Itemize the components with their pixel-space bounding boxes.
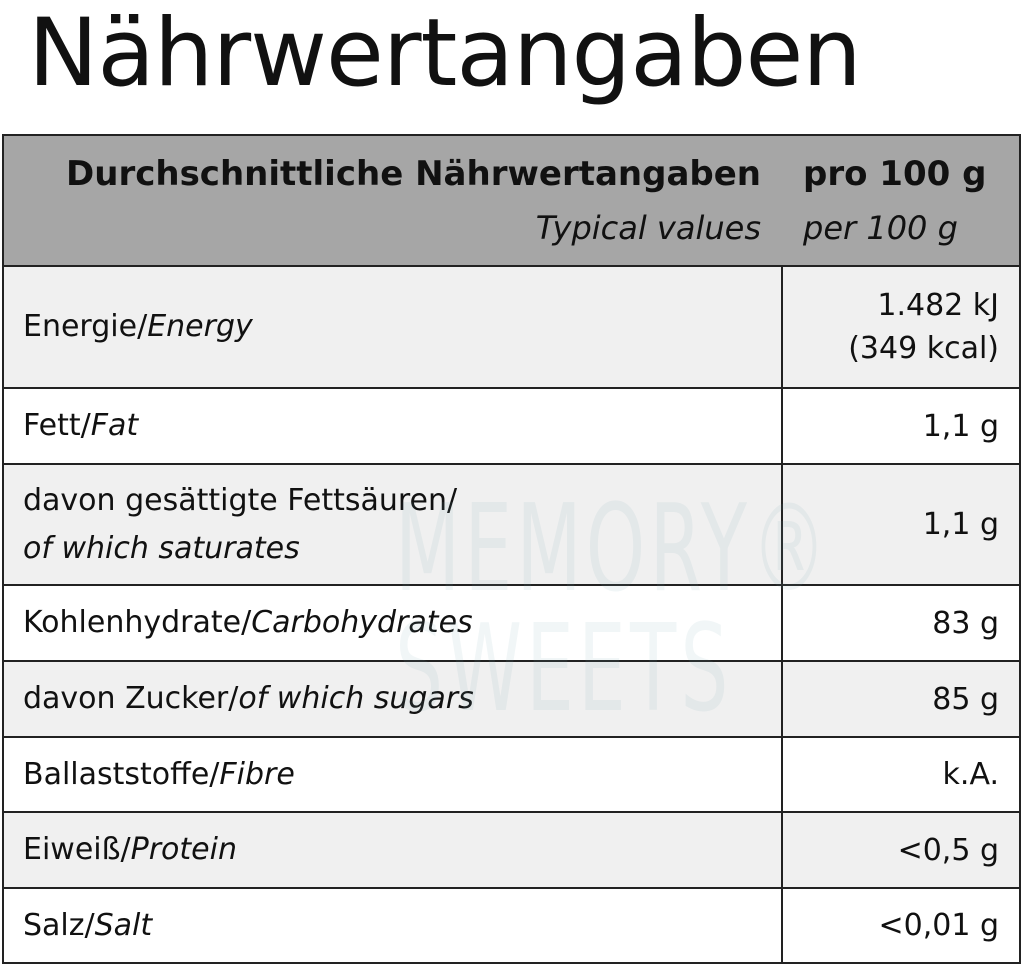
label-en: Salt xyxy=(94,907,153,943)
row-label: Salz/Salt xyxy=(4,889,783,962)
label-de: davon gesättigte Fettsäuren/ xyxy=(23,482,458,518)
row-value: 85 g xyxy=(783,662,1019,736)
label-en: Energy xyxy=(147,309,253,344)
row-label: davon Zucker/of which sugars xyxy=(4,662,783,736)
label-de: Fett/ xyxy=(23,408,91,443)
label-en: Carbohydrates xyxy=(251,605,473,640)
value: 1,1 g xyxy=(922,507,999,542)
value: k.A. xyxy=(942,757,999,792)
header-col1-de: Durchschnittliche Nährwertangaben xyxy=(66,154,761,194)
label-de: Kohlenhydrate/ xyxy=(23,605,252,640)
row-value: 1,1 g xyxy=(783,389,1019,463)
label-de: Ballaststoffe/ xyxy=(23,756,220,792)
value: 85 g xyxy=(932,681,999,717)
label-en: Fat xyxy=(90,408,139,443)
row-label: davon gesättigte Fettsäuren/of which sat… xyxy=(4,465,783,584)
row-value: 83 g xyxy=(783,586,1019,660)
value: 1,1 g xyxy=(922,408,999,444)
header-col2-de: pro 100 g xyxy=(803,154,987,194)
label-en: of which saturates xyxy=(23,530,300,566)
label-de: Salz/ xyxy=(23,907,95,943)
row-value: 1,1 g xyxy=(783,465,1019,584)
row-label: Fett/Fat xyxy=(4,389,783,463)
value: <0,01 g xyxy=(878,908,999,943)
value-kj: 1.482 kJ xyxy=(877,288,999,323)
table-row-energy: Energie/Energy 1.482 kJ (349 kcal) xyxy=(4,267,1019,389)
table-row-saturates: davon gesättigte Fettsäuren/of which sat… xyxy=(4,465,1019,586)
row-label: Ballaststoffe/Fibre xyxy=(4,738,783,811)
row-value: k.A. xyxy=(783,738,1019,811)
label-en: of which sugars xyxy=(238,681,474,716)
row-label: Eiweiß/Protein xyxy=(4,813,783,887)
label-de: Eiweiß/ xyxy=(23,832,131,867)
table-header: Durchschnittliche Nährwertangaben Typica… xyxy=(4,136,1019,267)
header-col1-en: Typical values xyxy=(535,209,761,247)
row-value: 1.482 kJ (349 kcal) xyxy=(783,267,1019,387)
label-de: Energie/ xyxy=(23,309,148,344)
table-row-fat: Fett/Fat 1,1 g xyxy=(4,389,1019,465)
label-de: davon Zucker/ xyxy=(23,681,239,716)
nutrition-table: Durchschnittliche Nährwertangaben Typica… xyxy=(2,134,1021,964)
row-label: Kohlenhydrate/Carbohydrates xyxy=(4,586,783,660)
header-col2-en: per 100 g xyxy=(803,209,958,247)
value: 83 g xyxy=(932,605,999,641)
page-title: Nährwertangaben xyxy=(28,0,862,108)
table-row-fibre: Ballaststoffe/Fibre k.A. xyxy=(4,738,1019,813)
table-row-sugars: davon Zucker/of which sugars 85 g xyxy=(4,662,1019,738)
value: <0,5 g xyxy=(897,832,999,868)
label-en: Protein xyxy=(130,832,237,867)
value-kcal: (349 kcal) xyxy=(848,331,999,366)
row-label: Energie/Energy xyxy=(4,267,783,387)
label-en: Fibre xyxy=(219,756,295,792)
row-value: <0,5 g xyxy=(783,813,1019,887)
table-row-carbohydrates: Kohlenhydrate/Carbohydrates 83 g xyxy=(4,586,1019,662)
table-row-protein: Eiweiß/Protein <0,5 g xyxy=(4,813,1019,889)
row-value: <0,01 g xyxy=(783,889,1019,962)
table-row-salt: Salz/Salt <0,01 g xyxy=(4,889,1019,962)
